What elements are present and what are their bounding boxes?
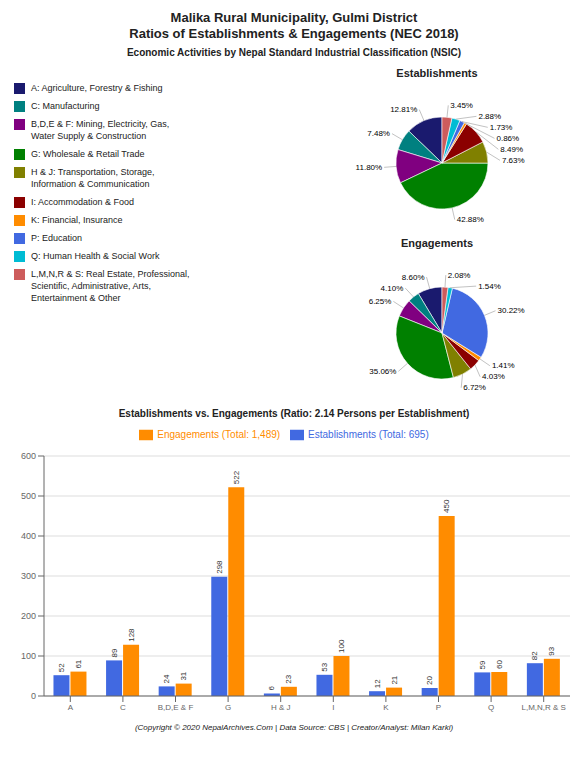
html-text:A: Agriculture, Forestry & Fis: A: Agriculture, Forestry & Fishing: [31, 83, 163, 93]
svg-text:89: 89: [110, 648, 119, 657]
svg-text:3.45%: 3.45%: [450, 101, 473, 110]
svg-text:4.10%: 4.10%: [381, 284, 404, 293]
html-text:(Copyright © 2020 NepalArchive: (Copyright © 2020 NepalArchives.Com | Da…: [134, 723, 454, 732]
svg-text:23: 23: [284, 674, 293, 683]
svg-text:B,D,E & F: B,D,E & F: [158, 703, 194, 712]
html-text:B,D,E & F: Mining, Electricity: B,D,E & F: Mining, Electricity, Gas, Wat…: [31, 119, 170, 141]
svg-text:100: 100: [337, 639, 346, 653]
svg-text:7.63%: 7.63%: [502, 156, 525, 165]
svg-text:4.03%: 4.03%: [482, 372, 505, 381]
svg-text:6: 6: [267, 686, 276, 691]
svg-text:L,M,N,R & S: L,M,N,R & S: [521, 703, 565, 712]
svg-text:1.54%: 1.54%: [478, 282, 501, 291]
svg-text:61: 61: [74, 659, 83, 668]
html-text:Malika Rural Municipality, Gul: Malika Rural Municipality, Gulmi Distric…: [129, 10, 459, 41]
svg-text:522: 522: [232, 470, 241, 484]
svg-text:450: 450: [442, 499, 451, 513]
svg-text:82: 82: [530, 651, 539, 660]
html-text:Q: Human Health & Social Work: Q: Human Health & Social Work: [31, 251, 160, 261]
svg-text:12: 12: [373, 679, 382, 688]
svg-text:35.06%: 35.06%: [369, 367, 396, 376]
svg-text:12.81%: 12.81%: [390, 105, 417, 114]
html-text:K: Financial, Insurance: K: Financial, Insurance: [31, 215, 123, 225]
svg-text:24: 24: [162, 674, 171, 683]
html-text:Establishments (Total: 695): Establishments (Total: 695): [308, 428, 429, 440]
svg-text:H & J: H & J: [271, 703, 291, 712]
html-text:G: Wholesale & Retail Trade: G: Wholesale & Retail Trade: [31, 149, 145, 159]
svg-text:1.41%: 1.41%: [492, 361, 515, 370]
svg-text:42.88%: 42.88%: [457, 215, 484, 224]
svg-text:C: C: [120, 703, 126, 712]
svg-text:200: 200: [21, 611, 36, 621]
svg-text:300: 300: [21, 571, 36, 581]
svg-text:31: 31: [179, 671, 188, 680]
html-text:P: Education: P: Education: [31, 233, 82, 243]
svg-text:59: 59: [478, 660, 487, 669]
svg-text:1.73%: 1.73%: [490, 123, 513, 132]
svg-text:20: 20: [425, 676, 434, 685]
svg-text:60: 60: [495, 660, 504, 669]
svg-text:8.49%: 8.49%: [500, 145, 523, 154]
svg-text:I: I: [332, 703, 334, 712]
svg-text:30.22%: 30.22%: [498, 306, 525, 315]
svg-text:21: 21: [390, 675, 399, 684]
html-text:Economic Activities by Nepal S: Economic Activities by Nepal Standard In…: [126, 47, 462, 58]
html-text:L,M,N,R & S: Real Estate, Prof: L,M,N,R & S: Real Estate, Professional, …: [31, 269, 190, 303]
svg-text:6.25%: 6.25%: [369, 297, 392, 306]
svg-text:11.80%: 11.80%: [356, 163, 383, 172]
svg-text:K: K: [383, 703, 389, 712]
svg-text:6.72%: 6.72%: [463, 383, 486, 392]
svg-text:P: P: [436, 703, 441, 712]
svg-text:52: 52: [57, 663, 66, 672]
svg-text:298: 298: [215, 560, 224, 574]
svg-text:100: 100: [21, 651, 36, 661]
html-text:Establishments vs. Engagements: Establishments vs. Engagements (Ratio: 2…: [118, 408, 470, 419]
svg-text:G: G: [225, 703, 231, 712]
html-text:C: Manufacturing: C: Manufacturing: [31, 101, 100, 111]
svg-text:0: 0: [31, 691, 36, 701]
svg-text:93: 93: [547, 646, 556, 655]
svg-text:600: 600: [21, 451, 36, 461]
html-text:H & J: Transportation, Storage: H & J: Transportation, Storage, Informat…: [31, 167, 155, 189]
svg-text:53: 53: [320, 662, 329, 671]
svg-text:128: 128: [127, 628, 136, 642]
svg-text:Q: Q: [488, 703, 494, 712]
svg-text:400: 400: [21, 531, 36, 541]
svg-text:A: A: [68, 703, 74, 712]
svg-text:8.60%: 8.60%: [402, 273, 425, 282]
svg-text:0.86%: 0.86%: [496, 134, 519, 143]
html-text:I: Accommodation & Food: I: Accommodation & Food: [31, 197, 135, 207]
html-text:Establishments: Establishments: [396, 67, 478, 79]
svg-text:2.08%: 2.08%: [448, 271, 471, 280]
svg-text:500: 500: [21, 491, 36, 501]
html-text:Engagements (Total: 1,489): Engagements (Total: 1,489): [157, 428, 281, 440]
svg-text:7.48%: 7.48%: [367, 129, 390, 138]
html-text:Engagements: Engagements: [400, 237, 474, 249]
svg-text:2.88%: 2.88%: [478, 112, 501, 121]
